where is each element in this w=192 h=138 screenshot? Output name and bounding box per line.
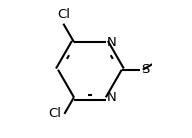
Text: N: N [107, 91, 117, 104]
Text: Cl: Cl [49, 107, 62, 120]
Text: Cl: Cl [57, 8, 70, 21]
Text: S: S [141, 63, 149, 76]
Text: N: N [107, 36, 117, 49]
